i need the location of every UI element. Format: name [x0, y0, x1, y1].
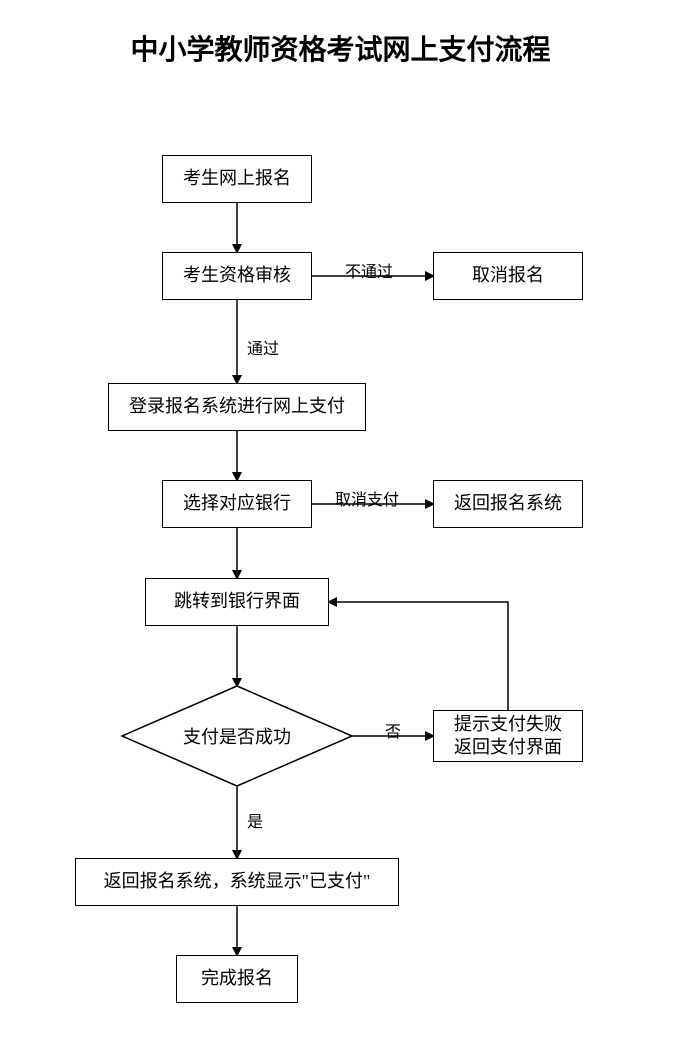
- node-label: 取消报名: [472, 264, 544, 287]
- flowchart-node-n6: 返回报名系统: [433, 480, 583, 528]
- flowchart-node-n10: 返回报名系统，系统显示"已支付": [75, 858, 399, 906]
- flowchart-node-n4: 登录报名系统进行网上支付: [108, 383, 366, 431]
- flowchart-node-n3: 取消报名: [433, 252, 583, 300]
- flowchart-node-n9: 提示支付失败 返回支付界面: [433, 710, 583, 762]
- flowchart-edge-n9-n7: [329, 602, 508, 710]
- flowchart-node-n8-label: 支付是否成功: [122, 686, 352, 786]
- node-label: 登录报名系统进行网上支付: [129, 395, 345, 418]
- node-label: 考生网上报名: [183, 167, 291, 190]
- edge-label-n2-n3: 不通过: [345, 258, 393, 282]
- node-label: 返回报名系统，系统显示"已支付": [104, 870, 371, 893]
- edge-label-n5-n6: 取消支付: [335, 486, 399, 510]
- flowchart-node-n11: 完成报名: [176, 955, 298, 1003]
- edge-label-n2-n4: 通过: [247, 335, 279, 359]
- flowchart-node-n1: 考生网上报名: [162, 155, 312, 203]
- node-label: 完成报名: [201, 967, 273, 990]
- edge-label-n8-n10: 是: [247, 808, 263, 832]
- node-label: 选择对应银行: [183, 492, 291, 515]
- edge-label-n8-n9: 否: [385, 718, 401, 742]
- flowchart-node-n2: 考生资格审核: [162, 252, 312, 300]
- node-label: 考生资格审核: [183, 264, 291, 287]
- flowchart-node-n5: 选择对应银行: [162, 480, 312, 528]
- flowchart-node-n7: 跳转到银行界面: [145, 578, 329, 626]
- node-label: 提示支付失败 返回支付界面: [454, 713, 562, 760]
- node-label: 跳转到银行界面: [174, 590, 300, 613]
- node-label: 支付是否成功: [183, 723, 291, 749]
- flowchart-container: 考生网上报名考生资格审核取消报名登录报名系统进行网上支付选择对应银行返回报名系统…: [0, 0, 681, 1048]
- node-label: 返回报名系统: [454, 492, 562, 515]
